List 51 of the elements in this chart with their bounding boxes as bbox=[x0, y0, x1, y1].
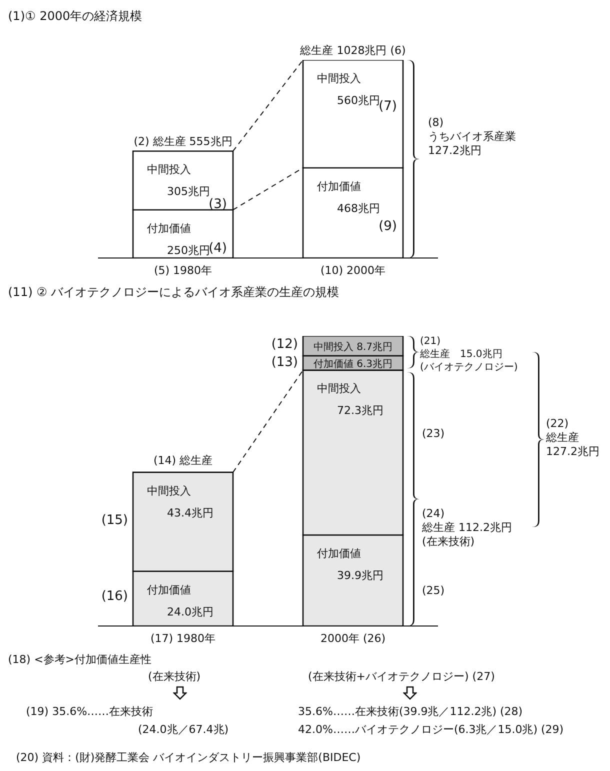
series-label: 付加価値 bbox=[313, 359, 354, 370]
annotation: (12) bbox=[271, 337, 298, 352]
data-label: 24.0兆円 bbox=[167, 605, 214, 618]
chart-title: (11) ② バイオテクノロジーによるバイオ系産業の生産の規模 bbox=[8, 284, 340, 301]
annotation: (14) 総生産 bbox=[153, 454, 213, 467]
chart-title: (1)① 2000年の経済規模 bbox=[8, 8, 144, 25]
x-tick-label: (5) 1980年 bbox=[154, 264, 212, 277]
annotation: (24) 総生産 112.2兆円 (在来技術) bbox=[421, 507, 512, 548]
annotation: (15) bbox=[101, 513, 128, 528]
series-label: 付加価値 bbox=[147, 222, 191, 235]
series-label: 中間投入 bbox=[147, 163, 191, 176]
series-label: 中間投入 bbox=[313, 342, 354, 353]
data-label: 8.7兆円 bbox=[356, 342, 393, 353]
series-label: 中間投入 bbox=[147, 484, 191, 498]
annotation: (9) bbox=[378, 219, 397, 234]
annotation: (3) bbox=[208, 197, 227, 212]
series-label: 付加価値 bbox=[147, 583, 191, 596]
text: 中間投入 bbox=[317, 382, 361, 396]
x-tick-label: 2000年 (26) bbox=[320, 632, 386, 645]
text: (24.0兆／67.4兆) bbox=[138, 722, 229, 737]
data-label: 43.4兆円 bbox=[167, 506, 214, 520]
text: 付加価値 bbox=[317, 547, 361, 560]
data-label: 305兆円 bbox=[167, 185, 210, 198]
total-label: (2) 総生産 555兆円 bbox=[134, 135, 232, 148]
text: (在来技術+バイオテクノロジー) (27) bbox=[308, 669, 495, 684]
data-label: 560兆円 bbox=[337, 94, 380, 107]
annotation: (21) 総生産 15.0兆円 (バイオテクノロジー) bbox=[419, 336, 518, 373]
data-label: 39.9兆円 bbox=[337, 569, 384, 582]
data-label: 6.3兆円 bbox=[356, 359, 393, 370]
data-label: 72.3兆円 bbox=[337, 404, 384, 418]
text: (18) <参考>付加価値生産性 bbox=[8, 652, 152, 667]
total-label: 総生産 1028兆円 (6) bbox=[299, 44, 406, 57]
x-tick-label: (10) 2000年 bbox=[320, 264, 386, 277]
data-label: 250兆円 bbox=[167, 244, 210, 257]
annotation: (13) bbox=[271, 355, 298, 370]
annotation: (4) bbox=[208, 241, 227, 256]
text: (在来技術) bbox=[148, 669, 201, 684]
x-tick-label: (17) 1980年 bbox=[150, 632, 216, 645]
text: 中間投入 bbox=[317, 72, 361, 85]
annotation: (16) bbox=[101, 589, 128, 604]
text: (22) 総生産 127.2兆円 bbox=[545, 417, 600, 458]
text: (20) 資料：(財)発酵工業会 バイオインダストリー振興事業部(BIDEC) bbox=[16, 750, 361, 765]
text: 42.0%……バイオテクノロジー(6.3兆／15.0兆) (29) bbox=[298, 722, 564, 737]
text: 付加価値 bbox=[317, 180, 361, 193]
annotation: (7) bbox=[378, 99, 397, 114]
annotation: (8) うちバイオ系産業 127.2兆円 bbox=[428, 116, 516, 157]
annotation: (23) bbox=[422, 427, 445, 440]
text: 35.6%……在来技術(39.9兆／112.2兆) (28) bbox=[298, 704, 523, 719]
data-label: 468兆円 bbox=[337, 202, 380, 215]
text: (19) 35.6%……在来技術 bbox=[26, 704, 154, 719]
annotation: (25) bbox=[422, 584, 445, 597]
